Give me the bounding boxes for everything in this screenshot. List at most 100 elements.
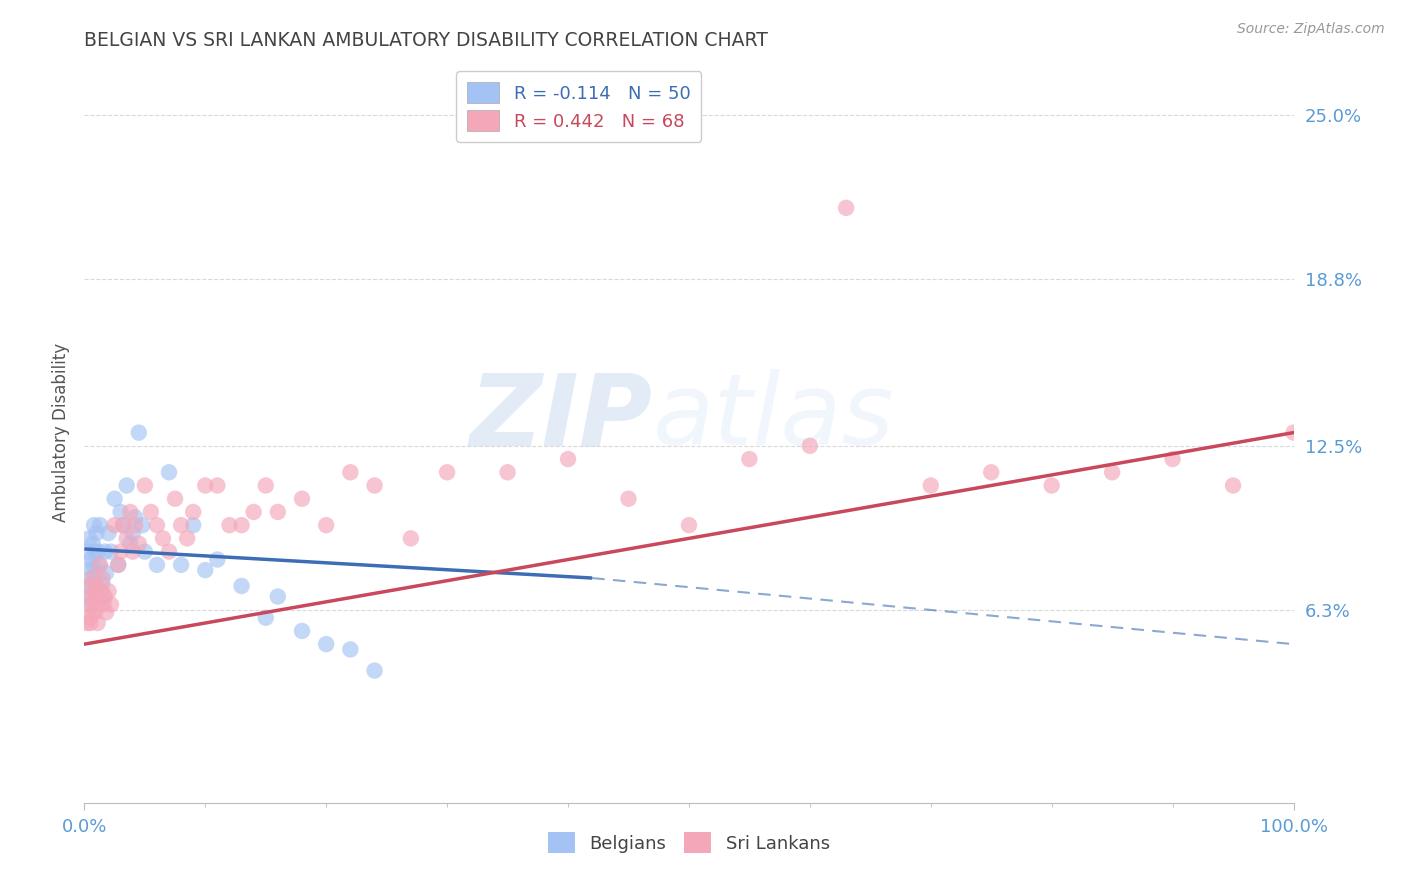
Point xyxy=(115,478,138,492)
Text: BELGIAN VS SRI LANKAN AMBULATORY DISABILITY CORRELATION CHART: BELGIAN VS SRI LANKAN AMBULATORY DISABIL… xyxy=(84,30,768,50)
Point xyxy=(115,532,138,546)
Point xyxy=(231,518,253,533)
Point xyxy=(107,558,129,572)
Point xyxy=(207,552,229,566)
Point xyxy=(291,491,314,506)
Point xyxy=(77,590,100,604)
Point xyxy=(134,478,156,492)
Point xyxy=(104,491,127,506)
Point xyxy=(363,664,385,678)
Point xyxy=(86,544,108,558)
Point xyxy=(181,505,204,519)
Point xyxy=(157,465,180,479)
Point xyxy=(157,544,180,558)
Point xyxy=(79,571,101,585)
Point xyxy=(82,571,104,585)
Point xyxy=(94,566,117,580)
Point xyxy=(181,518,204,533)
Point xyxy=(165,491,187,506)
Point xyxy=(91,576,114,591)
Point xyxy=(80,590,103,604)
Point xyxy=(82,606,104,620)
Point xyxy=(242,505,264,519)
Point xyxy=(146,518,169,533)
Point xyxy=(738,452,761,467)
Point xyxy=(267,505,290,519)
Point xyxy=(128,425,150,440)
Point xyxy=(339,642,361,657)
Point xyxy=(1222,478,1244,492)
Point xyxy=(835,201,858,215)
Point xyxy=(207,478,229,492)
Point xyxy=(80,598,103,612)
Point xyxy=(170,558,193,572)
Point xyxy=(86,590,108,604)
Point xyxy=(120,505,142,519)
Point xyxy=(93,590,115,604)
Point xyxy=(80,563,103,577)
Point xyxy=(84,544,107,558)
Point xyxy=(139,505,162,519)
Point xyxy=(980,465,1002,479)
Point xyxy=(94,544,117,558)
Point xyxy=(93,598,115,612)
Point xyxy=(678,518,700,533)
Point xyxy=(86,579,108,593)
Point xyxy=(87,558,110,572)
Point xyxy=(146,558,169,572)
Point xyxy=(254,611,277,625)
Point xyxy=(83,598,105,612)
Point xyxy=(100,544,122,558)
Point xyxy=(97,584,120,599)
Point xyxy=(152,532,174,546)
Point xyxy=(77,532,100,546)
Point xyxy=(79,615,101,630)
Point xyxy=(617,491,640,506)
Point xyxy=(83,584,105,599)
Point xyxy=(84,584,107,599)
Point xyxy=(86,566,108,580)
Point xyxy=(76,615,98,630)
Point xyxy=(94,590,117,604)
Point xyxy=(267,590,290,604)
Point xyxy=(254,478,277,492)
Point xyxy=(121,526,143,541)
Point xyxy=(100,598,122,612)
Point xyxy=(87,598,110,612)
Point xyxy=(110,544,132,558)
Point xyxy=(79,579,101,593)
Point xyxy=(84,606,107,620)
Point xyxy=(77,579,100,593)
Legend: Belgians, Sri Lankans: Belgians, Sri Lankans xyxy=(541,825,837,861)
Point xyxy=(194,563,217,577)
Point xyxy=(339,465,361,479)
Point xyxy=(112,518,135,533)
Point xyxy=(134,544,156,558)
Point xyxy=(86,526,108,541)
Text: Source: ZipAtlas.com: Source: ZipAtlas.com xyxy=(1237,22,1385,37)
Point xyxy=(291,624,314,638)
Point xyxy=(121,544,143,558)
Point xyxy=(176,532,198,546)
Point xyxy=(218,518,240,533)
Point xyxy=(194,478,217,492)
Point xyxy=(97,526,120,541)
Point xyxy=(89,518,111,533)
Point xyxy=(131,518,153,533)
Point xyxy=(1161,452,1184,467)
Point xyxy=(90,584,112,599)
Point xyxy=(91,571,114,585)
Point xyxy=(112,518,135,533)
Point xyxy=(120,536,142,550)
Point xyxy=(363,478,385,492)
Text: atlas: atlas xyxy=(652,369,894,467)
Point xyxy=(1282,425,1305,440)
Point xyxy=(76,544,98,558)
Point xyxy=(82,536,104,550)
Text: ZIP: ZIP xyxy=(470,369,652,467)
Point xyxy=(82,558,104,572)
Point xyxy=(86,615,108,630)
Point xyxy=(1040,478,1063,492)
Point xyxy=(83,576,105,591)
Point xyxy=(315,637,337,651)
